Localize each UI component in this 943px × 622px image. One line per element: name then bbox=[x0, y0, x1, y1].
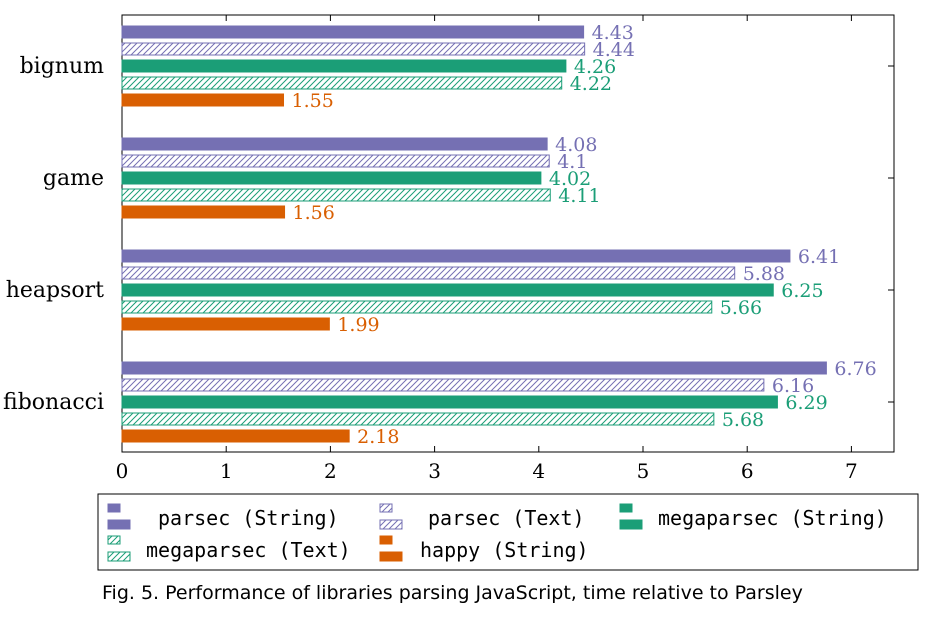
bar-fibonacci-2 bbox=[121, 395, 778, 409]
value-label: 6.41 bbox=[798, 246, 840, 268]
legend-swatch bbox=[619, 519, 643, 530]
legend-swatch bbox=[379, 519, 403, 530]
bar-heapsort-0 bbox=[121, 249, 791, 263]
bar-game-3 bbox=[121, 188, 551, 202]
chart-labels: bignum 4.434.444.264.22 1.55 game 4.084.14.0… bbox=[3, 22, 877, 448]
bar-bignum-3 bbox=[121, 76, 563, 90]
x-tick-label: 6 bbox=[741, 459, 754, 483]
value-label: 1.56 bbox=[293, 202, 335, 224]
x-tick-label: 4 bbox=[532, 459, 545, 483]
value-label: 4.44 bbox=[593, 39, 635, 61]
legend-box bbox=[97, 493, 919, 571]
legend-label: happy (String) bbox=[420, 538, 589, 562]
chart-bars bbox=[121, 25, 827, 443]
bar-fibonacci-3 bbox=[121, 412, 715, 426]
category-label-fibonacci: fibonacci bbox=[3, 390, 104, 415]
legend-swatch bbox=[619, 503, 633, 513]
value-label: 2.18 bbox=[357, 426, 399, 448]
bar-heapsort-3 bbox=[121, 300, 713, 314]
value-label: 6.29 bbox=[785, 392, 827, 414]
legend-swatch bbox=[379, 503, 393, 513]
bar-game-0 bbox=[121, 137, 548, 151]
figure-caption: Fig. 5. Performance of libraries parsing… bbox=[102, 582, 803, 604]
x-tick-label: 3 bbox=[428, 459, 441, 483]
bar-heapsort-4 bbox=[121, 317, 330, 331]
x-tick-label: 0 bbox=[116, 459, 129, 483]
legend-swatch bbox=[107, 535, 121, 545]
x-tick-label: 5 bbox=[637, 459, 650, 483]
legend-swatch bbox=[379, 535, 393, 545]
legend-swatch bbox=[107, 503, 121, 513]
value-label: 4.43 bbox=[592, 22, 634, 44]
chart-axes: 0 1 2 3 4 5 6 7 bbox=[116, 14, 895, 483]
value-label: 6.76 bbox=[834, 358, 876, 380]
value-label: 4.22 bbox=[570, 73, 612, 95]
value-label: 6.25 bbox=[781, 280, 823, 302]
value-label: 6.16 bbox=[772, 375, 814, 397]
value-label: 5.68 bbox=[722, 409, 764, 431]
value-label: 4.08 bbox=[555, 134, 597, 156]
value-label: 5.66 bbox=[720, 297, 762, 319]
bar-fibonacci-4 bbox=[121, 429, 350, 443]
value-label: 4.1 bbox=[557, 151, 587, 173]
bar-bignum-0 bbox=[121, 25, 585, 39]
category-label-game: game bbox=[43, 166, 104, 191]
bar-bignum-1 bbox=[121, 42, 586, 56]
value-label: 1.55 bbox=[292, 90, 334, 112]
bar-bignum-2 bbox=[121, 59, 567, 73]
x-tick-label: 1 bbox=[220, 459, 233, 483]
legend-label: megaparsec (Text) bbox=[146, 538, 351, 562]
bar-game-1 bbox=[121, 154, 550, 168]
bar-fibonacci-0 bbox=[121, 361, 827, 375]
legend-label: parsec (Text) bbox=[428, 506, 585, 530]
bar-bignum-4 bbox=[121, 93, 285, 107]
x-tick-label: 2 bbox=[324, 459, 337, 483]
value-label: 4.26 bbox=[574, 56, 616, 78]
value-label: 4.02 bbox=[549, 168, 591, 190]
legend-swatch bbox=[107, 519, 131, 530]
legend-label: parsec (String) bbox=[158, 506, 339, 530]
bar-heapsort-2 bbox=[121, 283, 774, 297]
value-label: 5.88 bbox=[743, 263, 785, 285]
category-label-bignum: bignum bbox=[20, 54, 105, 79]
chart-legend: parsec (String) parsec (Text) megaparsec (… bbox=[97, 493, 919, 571]
bar-game-4 bbox=[121, 205, 286, 219]
bar-game-2 bbox=[121, 171, 542, 185]
category-label-heapsort: heapsort bbox=[6, 278, 104, 303]
x-tick-label: 7 bbox=[845, 459, 858, 483]
bar-heapsort-1 bbox=[121, 266, 736, 280]
legend-swatch bbox=[107, 551, 131, 562]
legend-swatch bbox=[379, 551, 403, 562]
bar-fibonacci-1 bbox=[121, 378, 765, 392]
value-label: 1.99 bbox=[337, 314, 379, 336]
value-label: 4.11 bbox=[558, 185, 600, 207]
legend-label: megaparsec (String) bbox=[658, 506, 887, 530]
plot-frame bbox=[121, 14, 895, 453]
